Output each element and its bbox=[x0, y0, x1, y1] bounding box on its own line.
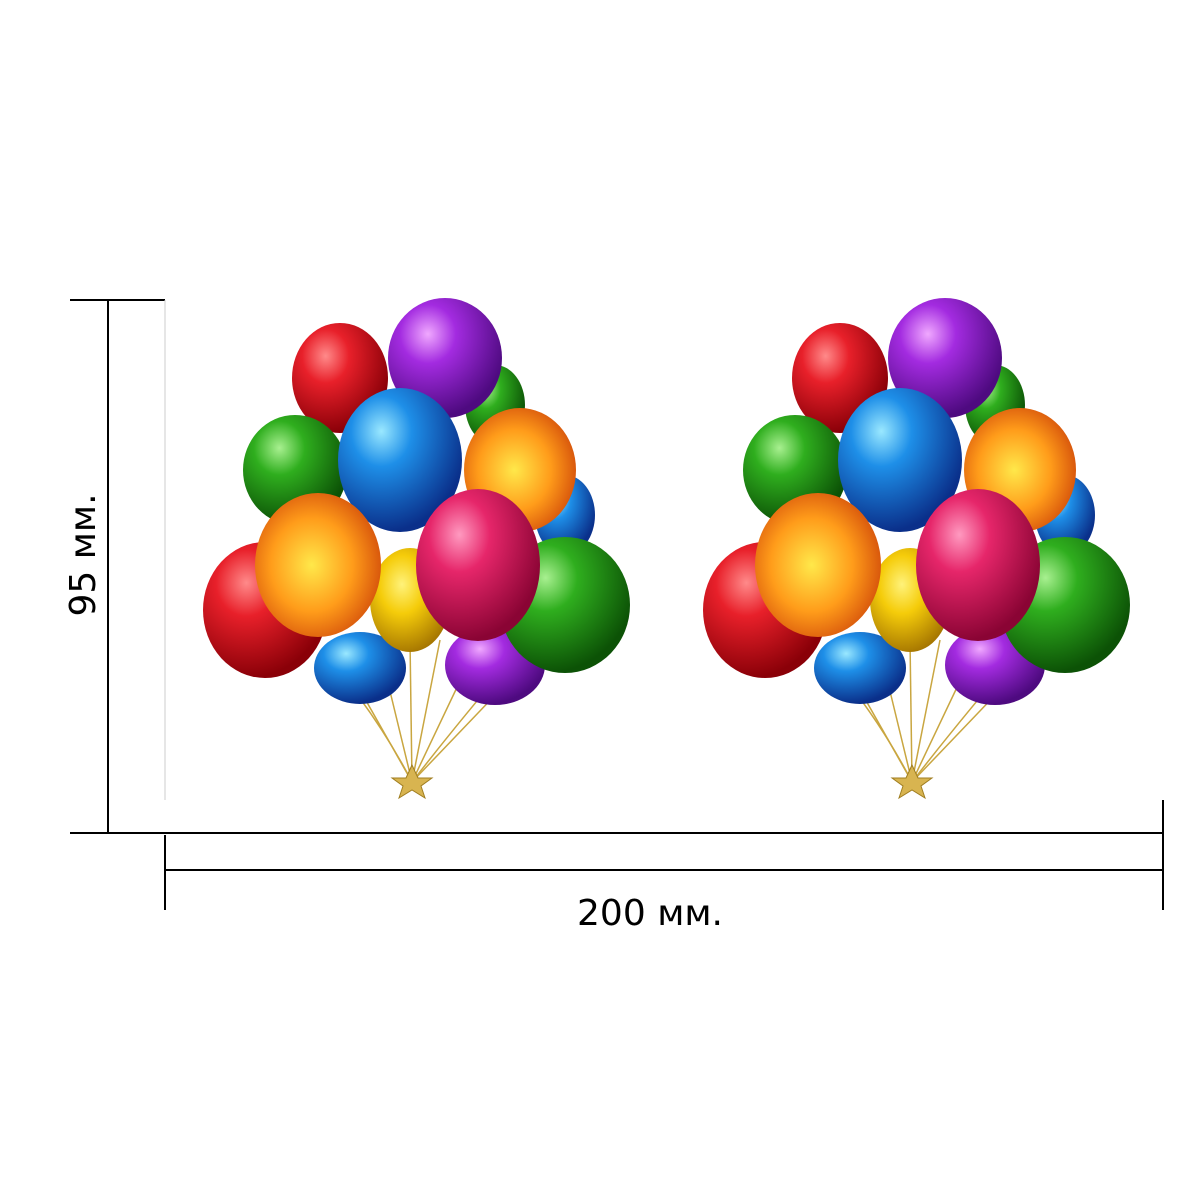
balloon-bunch-right bbox=[702, 297, 1131, 799]
width-label: 200 мм. bbox=[577, 893, 723, 934]
balloon-bunch-left bbox=[202, 297, 631, 799]
height-label: 95 мм. bbox=[63, 493, 104, 616]
height-dimension: 95 мм. bbox=[63, 299, 166, 834]
width-dimension: 200 мм. bbox=[164, 800, 1164, 934]
